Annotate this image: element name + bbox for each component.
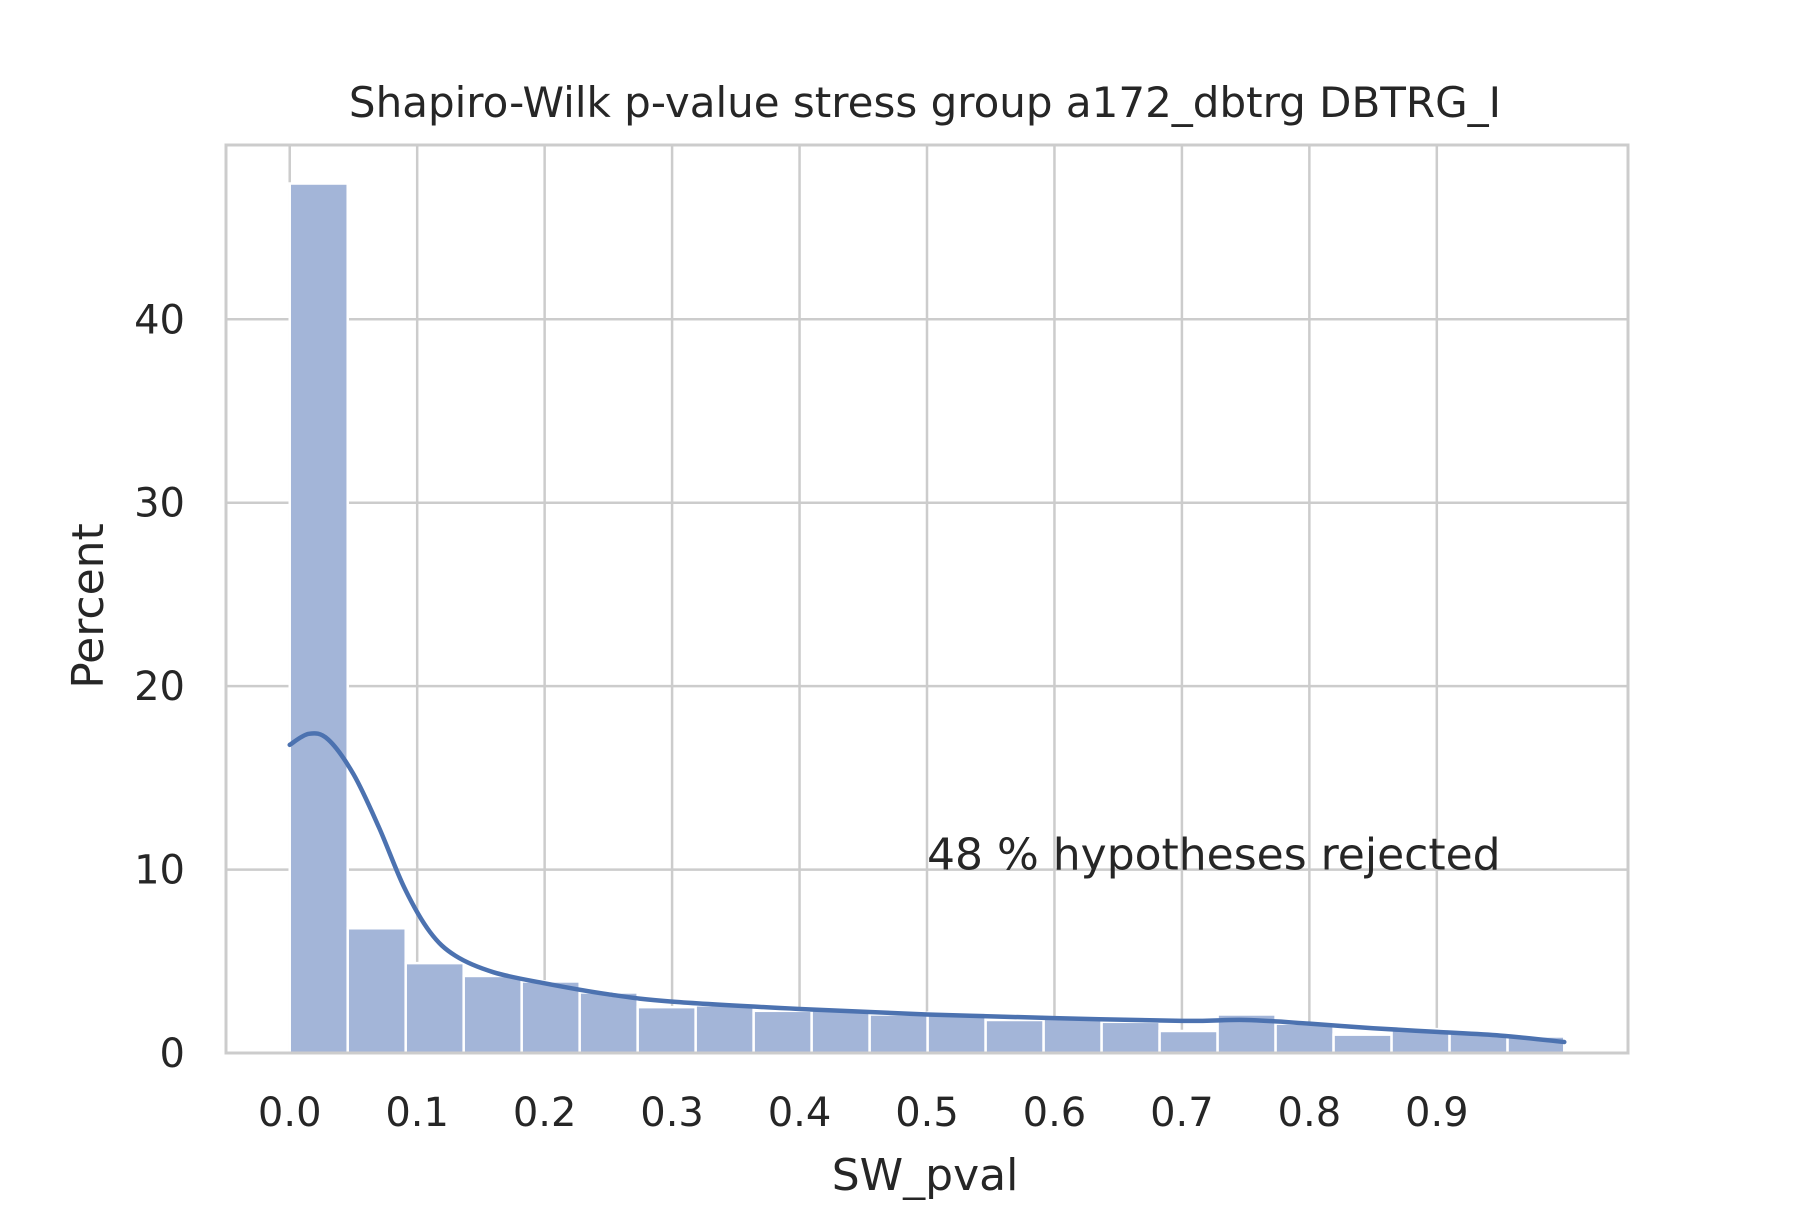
y-tick-label: 0 [160,1031,185,1077]
bars-layer [288,182,1566,1055]
histogram-bar [1332,1033,1393,1055]
histogram-bar [810,1007,871,1055]
x-tick-label: 0.6 [1023,1090,1087,1136]
histogram-bar [404,961,465,1055]
x-tick-label: 0.9 [1405,1090,1469,1136]
histogram-bar [694,1004,755,1055]
x-tick-label: 0.1 [385,1090,449,1136]
x-tick-label: 0.8 [1278,1090,1342,1136]
y-tick-label: 20 [134,664,185,710]
y-tick-label: 10 [134,848,185,894]
grid-layer [226,145,1628,1055]
histogram-bar [462,974,523,1055]
histogram-bar [636,1005,697,1055]
x-tick-labels: 0.0 0.1 0.2 0.3 0.4 0.5 0.6 0.7 0.8 0.9 [258,1090,1469,1136]
plot-frame [224,143,1630,1055]
annotation-text: 48 % hypotheses rejected [927,830,1501,881]
histogram-bar [1042,1016,1103,1055]
kde-layer [287,731,1567,1045]
x-tick-label: 0.5 [895,1090,959,1136]
x-axis-label: SW_pval [832,1150,1019,1200]
x-tick-label: 0.4 [768,1090,832,1136]
histogram-bar [578,991,639,1055]
chart-title: Shapiro-Wilk p-value stress group a172_d… [349,78,1501,127]
histogram-bar [752,1009,813,1055]
x-tick-label: 0.2 [513,1090,577,1136]
y-axis-label: Percent [63,523,114,689]
histogram-bar [926,1011,987,1055]
histogram-bar [288,182,349,1055]
y-tick-label: 30 [134,481,185,527]
x-tick-label: 0.0 [258,1090,322,1136]
histogram-bar [520,980,581,1055]
histogram-bar [1158,1029,1219,1055]
kde-curve [287,731,1567,1045]
histogram-bar [1100,1020,1161,1055]
histogram-bar [346,927,407,1055]
x-tick-label: 0.3 [640,1090,704,1136]
y-tick-label: 40 [134,297,185,343]
histogram-bar [868,1013,929,1055]
x-tick-label: 0.7 [1150,1090,1214,1136]
histogram-bar [984,1018,1045,1055]
y-tick-labels: 0 10 20 30 40 [134,297,185,1077]
histogram-bar [1274,1022,1335,1055]
